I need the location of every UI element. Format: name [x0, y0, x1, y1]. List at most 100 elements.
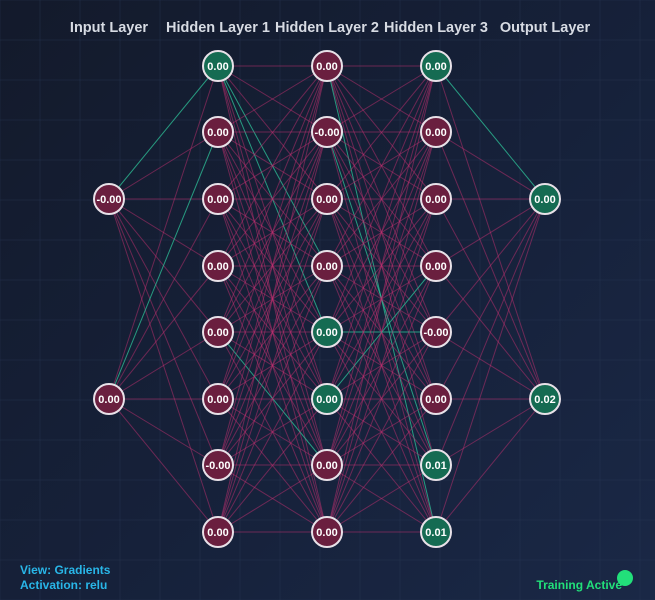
neuron-value: 0.00: [207, 194, 228, 206]
neuron-value: 0.00: [207, 127, 228, 139]
connection-line: [217, 65, 328, 200]
neuron-node: 0.00: [311, 183, 343, 215]
neuron-node: 0.00: [420, 183, 452, 215]
connections: [108, 65, 546, 533]
neuron-circle: [202, 449, 234, 481]
neuron-value: -0.00: [96, 194, 121, 206]
neuron-circle: [93, 383, 125, 415]
connection-line: [217, 65, 328, 267]
neuron-node: 0.00: [420, 50, 452, 82]
connection-line: [217, 265, 328, 533]
neuron-circle: [202, 116, 234, 148]
connection-line: [217, 65, 328, 533]
neuron-node: -0.00: [202, 449, 234, 481]
neuron-node: 0.00: [311, 50, 343, 82]
connection-line: [108, 265, 219, 400]
neuron-value: 0.00: [207, 261, 228, 273]
connection-line: [217, 65, 328, 333]
neuron-node: 0.00: [202, 50, 234, 82]
neuron-node: 0.00: [311, 516, 343, 548]
connection-line: [217, 131, 328, 533]
neuron-value: 0.00: [316, 261, 337, 273]
connection-line: [435, 65, 546, 200]
connection-line: [326, 198, 437, 533]
connection-line: [108, 398, 219, 533]
training-status: Training Active: [536, 578, 622, 592]
neuron-circle: [420, 116, 452, 148]
neuron-circle: [202, 50, 234, 82]
layer-title: Output Layer: [499, 20, 591, 36]
neuron-circle: [311, 50, 343, 82]
neuron-value: -0.00: [314, 127, 339, 139]
connection-line: [326, 65, 437, 200]
neuron-circle: [202, 516, 234, 548]
neurons: -0.00 0.00 0.00 0.00 0.00 0.00 0.00 0.00 -0.00 0.…: [93, 50, 561, 548]
connection-line: [217, 198, 328, 533]
neuron-node: 0.00: [420, 250, 452, 282]
neuron-value: 0.00: [425, 61, 446, 73]
connection-line: [435, 198, 546, 533]
neuron-circle: [311, 250, 343, 282]
neuron-circle: [93, 183, 125, 215]
neuron-node: 0.00: [420, 383, 452, 415]
neuron-value: 0.00: [98, 394, 119, 406]
connection-line: [326, 65, 437, 466]
neuron-circle: [202, 316, 234, 348]
neuron-value: 0.00: [425, 127, 446, 139]
layer-title: Input Layer: [69, 20, 149, 36]
neuron-value: 0.00: [207, 327, 228, 339]
neuron-node: 0.00: [202, 516, 234, 548]
connection-line: [326, 65, 437, 333]
neuron-value: 0.01: [425, 460, 446, 472]
neuron-value: 0.00: [207, 61, 228, 73]
connection-line: [326, 331, 437, 533]
connection-line: [217, 331, 328, 533]
neuron-circle: [529, 383, 561, 415]
connection-line: [435, 198, 546, 466]
neuron-circle: [311, 383, 343, 415]
neuron-value: 0.01: [425, 527, 446, 539]
neuron-value: -0.00: [205, 460, 230, 472]
neuron-node: 0.00: [311, 449, 343, 481]
neuron-circle: [420, 50, 452, 82]
layer-title: Hidden Layer 3: [384, 20, 488, 36]
neuron-circle: [202, 183, 234, 215]
neuron-circle: [529, 183, 561, 215]
connection-line: [326, 398, 437, 533]
connection-line: [435, 131, 546, 200]
activation-label: Activation: relu: [20, 578, 108, 592]
neuron-circle: [311, 116, 343, 148]
connection-line: [435, 398, 546, 533]
neuron-node: 0.00: [202, 116, 234, 148]
neuron-node: 0.00: [202, 183, 234, 215]
neuron-value: 0.00: [316, 460, 337, 472]
connection-line: [217, 398, 328, 533]
neuron-node: 0.01: [420, 449, 452, 481]
neuron-circle: [311, 516, 343, 548]
neuron-circle: [202, 383, 234, 415]
neuron-circle: [202, 250, 234, 282]
neuron-circle: [420, 183, 452, 215]
connection-line: [435, 198, 546, 400]
connection-line: [108, 198, 219, 400]
neuron-node: 0.00: [311, 383, 343, 415]
connection-line: [326, 65, 437, 400]
neuron-node: 0.00: [420, 116, 452, 148]
neuron-value: 0.02: [534, 394, 555, 406]
connection-line: [108, 65, 219, 200]
neuron-node: 0.00: [202, 383, 234, 415]
neuron-value: 0.00: [207, 394, 228, 406]
connection-line: [435, 198, 546, 333]
neuron-circle: [420, 316, 452, 348]
connection-line: [217, 464, 328, 533]
connection-line: [435, 198, 546, 267]
neuron-value: 0.00: [425, 394, 446, 406]
view-label: View: Gradients: [20, 563, 111, 577]
connection-line: [217, 65, 328, 466]
neuron-value: 0.00: [316, 327, 337, 339]
neuron-value: 0.00: [207, 527, 228, 539]
connection-line: [326, 464, 437, 533]
neuron-circle: [420, 250, 452, 282]
